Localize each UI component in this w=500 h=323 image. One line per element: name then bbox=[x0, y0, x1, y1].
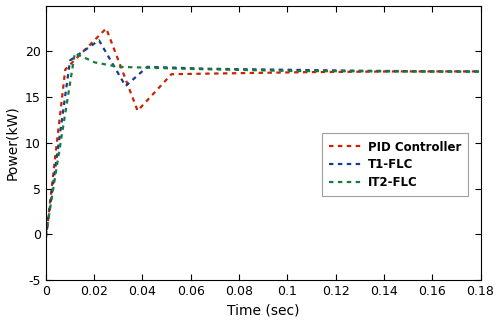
IT2-FLC bbox=[478, 70, 484, 74]
T1-FLC bbox=[118, 77, 124, 81]
IT2-FLC bbox=[469, 70, 475, 74]
PID Controller bbox=[469, 69, 475, 73]
Line: PID Controller: PID Controller bbox=[46, 28, 480, 239]
PID Controller bbox=[210, 72, 216, 76]
Line: IT2-FLC: IT2-FLC bbox=[46, 53, 480, 235]
T1-FLC bbox=[469, 69, 475, 73]
PID Controller bbox=[422, 69, 428, 73]
T1-FLC bbox=[96, 38, 102, 42]
PID Controller bbox=[103, 26, 109, 30]
IT2-FLC bbox=[210, 68, 216, 71]
IT2-FLC bbox=[118, 65, 124, 69]
IT2-FLC bbox=[92, 61, 98, 65]
T1-FLC bbox=[43, 235, 49, 239]
IT2-FLC bbox=[72, 51, 78, 55]
PID Controller bbox=[43, 237, 49, 241]
PID Controller bbox=[92, 37, 98, 41]
T1-FLC bbox=[210, 67, 216, 71]
IT2-FLC bbox=[422, 70, 428, 74]
T1-FLC bbox=[478, 69, 484, 73]
X-axis label: Time (sec): Time (sec) bbox=[227, 303, 300, 318]
T1-FLC bbox=[422, 69, 428, 73]
PID Controller bbox=[228, 71, 234, 75]
Legend: PID Controller, T1-FLC, IT2-FLC: PID Controller, T1-FLC, IT2-FLC bbox=[322, 133, 468, 196]
IT2-FLC bbox=[43, 233, 49, 237]
T1-FLC bbox=[228, 67, 234, 71]
Y-axis label: Power(kW): Power(kW) bbox=[6, 105, 20, 180]
T1-FLC bbox=[92, 41, 98, 45]
PID Controller bbox=[118, 66, 124, 70]
Line: T1-FLC: T1-FLC bbox=[46, 40, 480, 237]
IT2-FLC bbox=[228, 68, 234, 72]
PID Controller bbox=[478, 69, 484, 73]
